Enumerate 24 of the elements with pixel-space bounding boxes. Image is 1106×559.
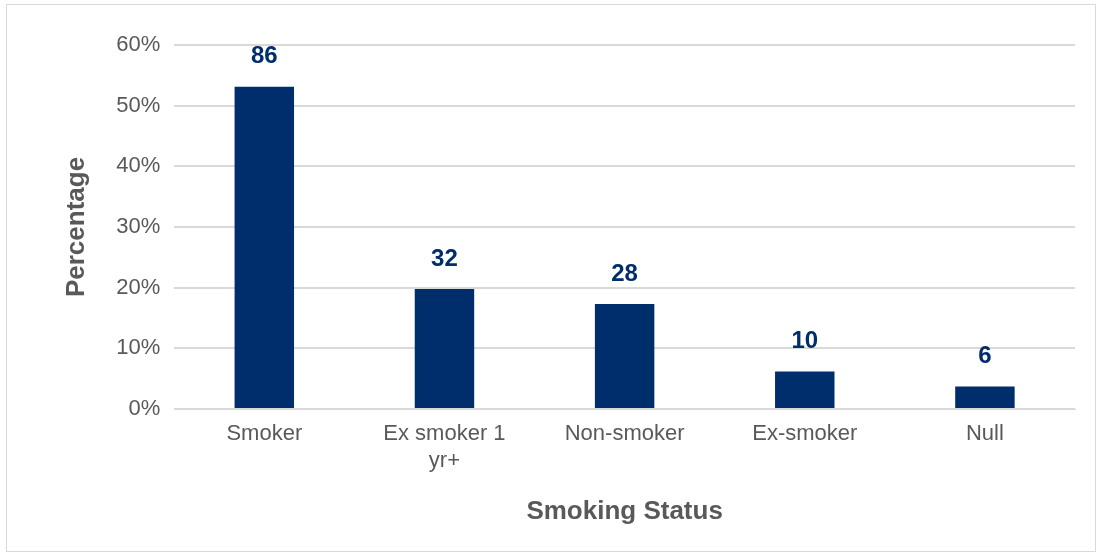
bar [955,386,1015,408]
x-tick-label: Ex-smoker [752,420,858,446]
y-tick-label: 60% [116,31,161,57]
x-tick-label: Null [965,420,1004,446]
x-tick-label: Smoker [226,420,303,446]
y-axis-title: Percentage [59,156,90,298]
y-tick-label: 40% [116,152,161,178]
x-axis-title: Smoking Status [526,494,723,525]
y-tick-label: 30% [116,213,161,239]
y-tick-label: 0% [128,395,161,421]
x-tick-label: Ex smoker 1 yr+ [383,420,506,472]
y-tick-label: 20% [116,273,161,299]
y-tick-label: 10% [116,334,161,360]
annotation: 6 [978,341,992,369]
annotation: 32 [431,243,458,271]
bar [775,371,835,408]
y-tick-label: 50% [116,91,161,117]
annotation: 86 [250,41,278,69]
bar [234,86,295,408]
annotation: 28 [611,258,638,286]
bar [594,304,655,408]
bar [414,288,475,408]
x-tick-label: Non-smoker [564,420,685,446]
annotation: 10 [791,326,819,354]
